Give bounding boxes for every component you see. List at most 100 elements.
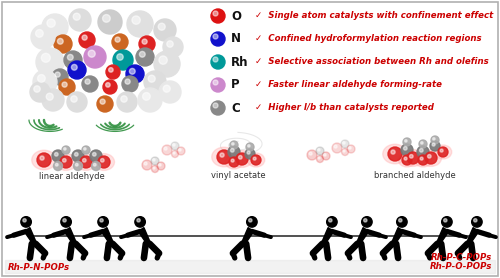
Circle shape (98, 10, 122, 34)
Circle shape (42, 89, 64, 111)
Circle shape (152, 159, 155, 161)
Circle shape (322, 152, 330, 160)
Circle shape (474, 219, 477, 222)
Circle shape (94, 163, 96, 166)
Circle shape (420, 148, 423, 152)
Circle shape (324, 154, 326, 156)
Circle shape (117, 92, 137, 112)
Circle shape (153, 167, 155, 169)
Circle shape (391, 150, 395, 154)
Polygon shape (242, 228, 254, 244)
Text: vinyl acetate: vinyl acetate (210, 171, 266, 180)
Circle shape (90, 150, 102, 162)
Polygon shape (468, 228, 479, 244)
Circle shape (211, 9, 225, 23)
Circle shape (341, 140, 349, 148)
Circle shape (248, 219, 252, 222)
Circle shape (316, 155, 324, 163)
Circle shape (316, 147, 324, 155)
Circle shape (211, 32, 225, 46)
Circle shape (68, 54, 73, 60)
Circle shape (247, 151, 250, 154)
Text: ✓  Higher l/b than catalysts reported: ✓ Higher l/b than catalysts reported (255, 103, 434, 112)
Circle shape (228, 146, 240, 158)
Circle shape (236, 153, 248, 165)
FancyBboxPatch shape (2, 2, 498, 276)
Circle shape (54, 35, 72, 53)
Circle shape (407, 152, 419, 164)
Circle shape (74, 162, 82, 170)
Circle shape (103, 80, 117, 94)
Circle shape (328, 219, 332, 222)
Circle shape (420, 157, 423, 160)
Circle shape (126, 65, 144, 83)
Circle shape (158, 23, 165, 30)
Circle shape (33, 70, 57, 94)
Circle shape (142, 39, 147, 44)
Circle shape (127, 11, 153, 37)
Circle shape (404, 140, 407, 142)
Circle shape (326, 217, 337, 227)
Circle shape (173, 152, 175, 154)
Circle shape (82, 146, 90, 154)
Text: Rh-P-N-POPs: Rh-P-N-POPs (8, 263, 70, 272)
Circle shape (30, 82, 50, 102)
Circle shape (47, 19, 56, 27)
Circle shape (54, 153, 58, 156)
Ellipse shape (56, 154, 76, 170)
Circle shape (348, 147, 351, 149)
Polygon shape (438, 228, 449, 244)
Circle shape (172, 150, 178, 158)
Circle shape (85, 79, 90, 84)
Circle shape (108, 68, 113, 72)
Circle shape (31, 25, 55, 49)
Text: C: C (231, 101, 240, 115)
Text: Rh-P-O-POPs: Rh-P-O-POPs (430, 262, 492, 271)
Circle shape (62, 146, 70, 154)
Ellipse shape (383, 144, 407, 164)
Circle shape (419, 140, 427, 148)
Circle shape (342, 148, 348, 155)
Circle shape (342, 142, 345, 144)
Ellipse shape (225, 155, 243, 169)
Circle shape (246, 217, 257, 227)
Circle shape (172, 144, 175, 146)
Text: P: P (231, 78, 239, 91)
Circle shape (36, 48, 64, 76)
Circle shape (404, 147, 407, 150)
Circle shape (76, 163, 78, 166)
Circle shape (158, 164, 161, 166)
Circle shape (121, 96, 127, 102)
Circle shape (100, 158, 104, 162)
Circle shape (178, 149, 181, 151)
Text: O: O (231, 9, 241, 23)
Circle shape (38, 75, 45, 82)
Ellipse shape (76, 154, 96, 170)
Circle shape (404, 157, 407, 160)
Circle shape (34, 86, 40, 92)
Text: ✓  Faster linear aldehyde forming-rate: ✓ Faster linear aldehyde forming-rate (255, 80, 442, 89)
Circle shape (307, 150, 317, 160)
Circle shape (68, 61, 86, 79)
Circle shape (213, 103, 218, 108)
Polygon shape (322, 228, 334, 244)
Circle shape (245, 149, 255, 159)
Circle shape (60, 156, 72, 168)
Circle shape (139, 36, 155, 52)
Circle shape (420, 142, 423, 144)
Circle shape (58, 38, 63, 44)
Circle shape (100, 219, 103, 222)
Circle shape (98, 217, 108, 227)
Circle shape (97, 96, 113, 112)
Circle shape (148, 75, 155, 82)
Circle shape (82, 158, 86, 162)
Circle shape (98, 156, 110, 168)
Circle shape (132, 16, 140, 24)
Circle shape (122, 76, 138, 92)
Ellipse shape (212, 147, 236, 167)
Circle shape (136, 48, 154, 66)
Circle shape (167, 41, 173, 47)
Circle shape (154, 51, 180, 77)
Circle shape (23, 219, 26, 222)
Circle shape (211, 55, 225, 69)
